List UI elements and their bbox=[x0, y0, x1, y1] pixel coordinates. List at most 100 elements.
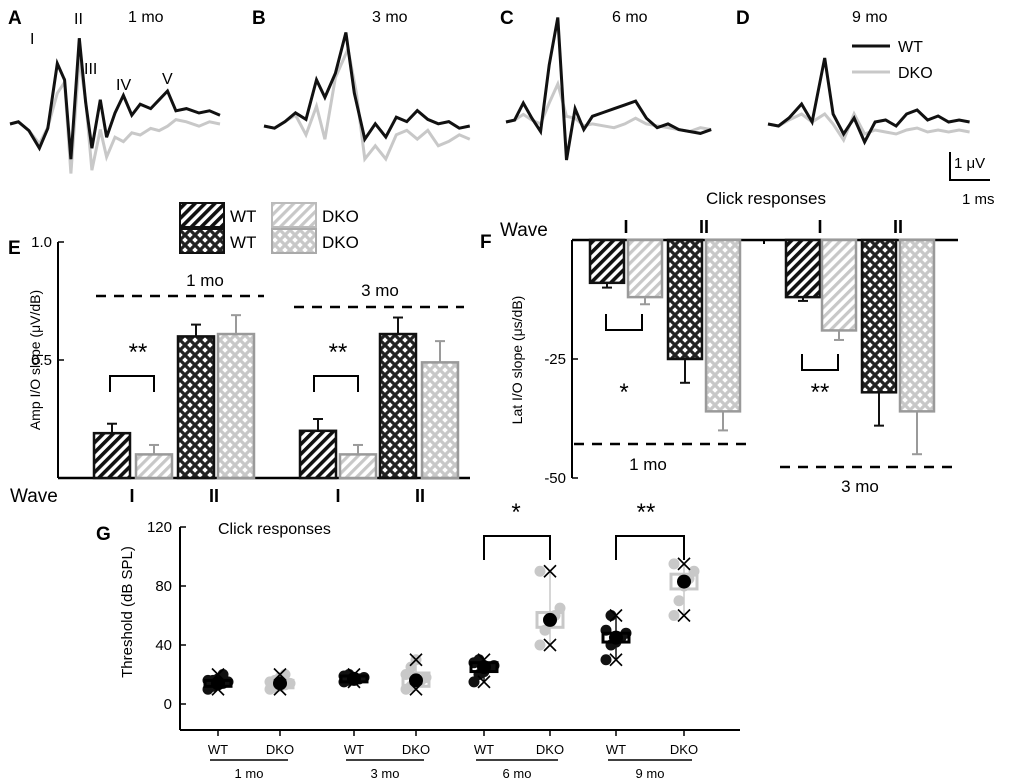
age-group-label: 3 mo bbox=[371, 766, 400, 781]
trace-wt bbox=[505, 17, 712, 161]
scale-bar: 1 μV 1 ms bbox=[949, 152, 995, 208]
data-point bbox=[668, 610, 680, 621]
bar-i-wt bbox=[588, 238, 626, 285]
y-axis-label: Lat I/O slope (μs/dB) bbox=[509, 296, 525, 425]
mean-marker bbox=[543, 612, 557, 627]
group-label-3mo: 3 mo bbox=[361, 281, 399, 300]
bar-ii-dko bbox=[216, 332, 256, 480]
chart-title: Click responses bbox=[706, 189, 826, 208]
extreme-marker bbox=[609, 653, 623, 667]
data-point bbox=[605, 610, 617, 621]
mean-marker bbox=[273, 676, 287, 691]
extreme-marker bbox=[477, 675, 491, 689]
wave-label: II bbox=[209, 486, 219, 506]
bar-i-wt bbox=[92, 431, 132, 480]
chart-title: Click responses bbox=[218, 521, 331, 538]
significance-mark: ** bbox=[637, 499, 656, 526]
extreme-marker bbox=[609, 608, 623, 623]
peak-label-iii: III bbox=[84, 61, 97, 78]
box-iqr bbox=[535, 611, 565, 629]
data-point bbox=[668, 558, 680, 570]
wave-label: I bbox=[129, 486, 134, 506]
panel-letter: D bbox=[736, 8, 750, 29]
extreme-marker bbox=[677, 608, 691, 623]
trace-wt bbox=[9, 38, 221, 160]
y-tick-label: 0.5 bbox=[31, 352, 52, 369]
legend-swatch-wt-hatch bbox=[179, 202, 225, 228]
scale-bar-time: 1 ms bbox=[962, 191, 995, 208]
y-tick-label: -25 bbox=[544, 351, 566, 368]
age-group-label: 6 mo bbox=[503, 766, 532, 781]
scale-bar-lines bbox=[949, 152, 990, 181]
legend-swatch-dko-cross bbox=[271, 228, 317, 254]
group-label-1mo: 1 mo bbox=[186, 271, 224, 290]
panel-g: G Click responses Threshold (dB SPL) * *… bbox=[96, 499, 740, 781]
legend-swatch-dko-hatch bbox=[271, 202, 317, 228]
x-tick-label: DKO bbox=[266, 742, 294, 757]
mean-marker bbox=[609, 630, 623, 645]
bar-i-wt bbox=[298, 429, 338, 480]
x-tick-label: WT bbox=[606, 742, 626, 757]
bar-i-dko bbox=[134, 453, 174, 480]
extreme-marker bbox=[543, 564, 557, 578]
bar-i-dko bbox=[820, 238, 858, 332]
bar-ii-wt bbox=[666, 238, 704, 361]
abr-panel-d: D 9 mo bbox=[736, 8, 970, 146]
age-group-label: 1 mo bbox=[235, 766, 264, 781]
extreme-marker bbox=[543, 638, 557, 652]
bar-ii-dko bbox=[898, 238, 936, 413]
abr-panel-c: C 6 mo bbox=[500, 8, 712, 161]
panel-letter: E bbox=[8, 238, 21, 259]
mean-marker bbox=[477, 660, 491, 675]
bar-i-wt bbox=[784, 238, 822, 299]
bar-ii-dko bbox=[420, 361, 460, 480]
significance-bracket bbox=[313, 375, 359, 392]
trace-wt bbox=[767, 57, 970, 146]
panel-title: 3 mo bbox=[372, 9, 408, 26]
extreme-marker bbox=[677, 557, 691, 571]
significance-bracket bbox=[801, 354, 839, 371]
x-axis-title: Wave bbox=[10, 486, 58, 507]
x-tick-label: DKO bbox=[536, 742, 564, 757]
panel-letter: G bbox=[96, 524, 111, 545]
wave-label: II bbox=[699, 217, 709, 237]
y-axis-label: Threshold (dB SPL) bbox=[119, 546, 136, 678]
x-tick-label: WT bbox=[208, 742, 228, 757]
legend-label-dko: DKO bbox=[898, 65, 933, 82]
x-axis-title: Wave bbox=[500, 220, 548, 241]
panel-letter: F bbox=[480, 232, 492, 253]
x-tick-label: WT bbox=[344, 742, 364, 757]
significance-mark: * bbox=[619, 379, 628, 406]
wave-label: I bbox=[335, 486, 340, 506]
extreme-marker bbox=[409, 653, 423, 667]
peak-label-iv: IV bbox=[116, 77, 131, 94]
y-tick-label: 1.0 bbox=[31, 234, 52, 251]
legend-label-wt: WT bbox=[898, 39, 923, 56]
significance-mark: ** bbox=[129, 339, 148, 366]
group-label-3mo: 3 mo bbox=[841, 477, 879, 496]
bar-i-dko bbox=[338, 453, 378, 480]
bar-i-dko bbox=[626, 238, 664, 299]
y-tick-label: 0 bbox=[164, 696, 172, 713]
significance-mark: ** bbox=[811, 379, 830, 406]
y-tick-label: 120 bbox=[147, 519, 172, 536]
data-point bbox=[534, 565, 546, 577]
panel-e: E Amp I/O slope (μV/dB) Wave 1 mo 3 mo *… bbox=[8, 234, 470, 507]
mean-marker bbox=[211, 676, 225, 691]
data-point bbox=[554, 602, 566, 614]
wave-label: I bbox=[817, 217, 822, 237]
x-tick-label: DKO bbox=[670, 742, 698, 757]
panel-title: 9 mo bbox=[852, 9, 888, 26]
data-point bbox=[673, 595, 685, 607]
peak-label-v: V bbox=[162, 71, 173, 88]
y-tick-label: 80 bbox=[155, 578, 172, 595]
panel-f: F Click responses Wave Lat I/O slope (μs… bbox=[480, 189, 958, 496]
significance-mark: * bbox=[511, 499, 520, 526]
x-tick-label: DKO bbox=[402, 742, 430, 757]
legend-label-wt-cross: WT bbox=[230, 233, 256, 252]
significance-bracket bbox=[605, 314, 643, 331]
mean-marker bbox=[409, 673, 423, 688]
bar-legend: WT DKO WT DKO bbox=[179, 202, 359, 254]
panel-title: 1 mo bbox=[128, 9, 164, 26]
